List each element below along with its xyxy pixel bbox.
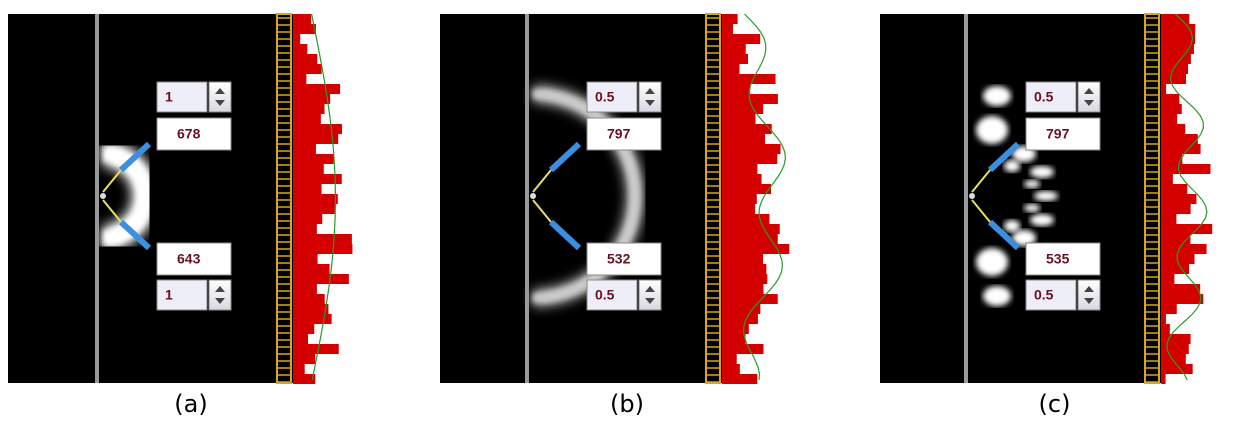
spin-value: 0.5: [595, 89, 615, 105]
barrier: [525, 14, 529, 383]
fringe: [1024, 180, 1040, 188]
spin-button[interactable]: [1078, 82, 1100, 112]
fringe: [983, 86, 1011, 106]
spin-value: 0.5: [1034, 287, 1054, 303]
simulation-panel: 0.5 797 532 0.5: [440, 14, 830, 384]
fringe: [1034, 191, 1058, 201]
counter-value: 797: [607, 126, 631, 142]
fringe: [1030, 166, 1054, 178]
simulation-panel: 0.5 797 535 0.5: [880, 14, 1245, 384]
page: 1 678 643 1 (a) 0.5 797 532 0.5 (b) 0.5 797 535 0.5 (c…: [0, 0, 1253, 423]
fringe: [976, 248, 1008, 276]
counter-value: 535: [1046, 251, 1070, 267]
panel-caption: (a): [174, 390, 207, 418]
counter-value: 678: [177, 126, 201, 142]
screen-background: [880, 14, 1161, 383]
spin-button[interactable]: [209, 280, 231, 310]
fringe: [983, 286, 1011, 306]
simulation-panel: 1 678 643 1: [8, 14, 390, 384]
spin-value: 1: [165, 287, 173, 303]
panel-caption: (b): [610, 390, 644, 418]
slit-source: [530, 193, 536, 199]
fringe: [1004, 220, 1020, 232]
fringe: [1024, 204, 1040, 212]
fringe: [1030, 214, 1054, 226]
spin-value: 0.5: [1034, 89, 1054, 105]
spin-button[interactable]: [209, 82, 231, 112]
fringe: [1004, 160, 1020, 172]
counter-value: 797: [1046, 126, 1070, 142]
screen-background: [440, 14, 722, 383]
counter-value: 532: [607, 251, 631, 267]
counter-value: 643: [177, 251, 201, 267]
spin-button[interactable]: [639, 82, 661, 112]
spin-button[interactable]: [1078, 280, 1100, 310]
barrier: [95, 14, 99, 383]
spin-button[interactable]: [639, 280, 661, 310]
spin-value: 1: [165, 89, 173, 105]
slit-source: [969, 193, 975, 199]
panel-caption: (c): [1039, 390, 1071, 418]
spin-value: 0.5: [595, 287, 615, 303]
barrier: [964, 14, 968, 383]
figure: 1 678 643 1 (a) 0.5 797 532 0.5 (b) 0.5 797 535 0.5 (c…: [0, 0, 1253, 423]
fringe: [976, 116, 1008, 144]
slit-source: [100, 193, 106, 199]
